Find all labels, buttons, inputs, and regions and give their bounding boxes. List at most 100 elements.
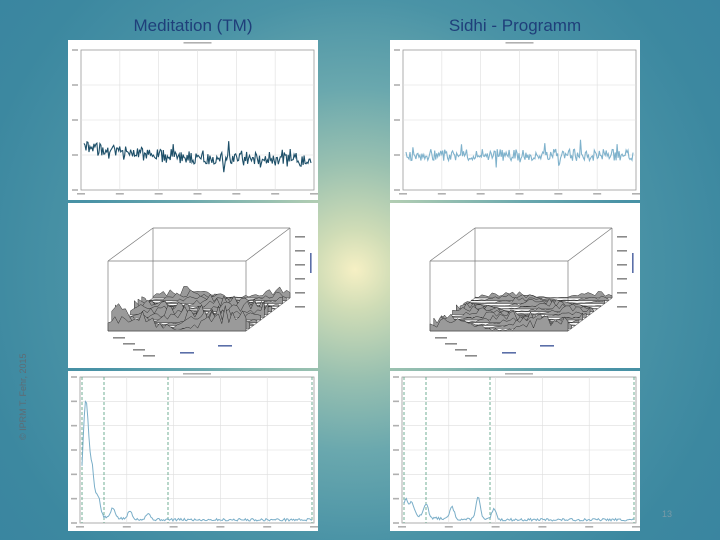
tick-label-mark <box>476 193 485 195</box>
tick-label-mark <box>295 236 305 238</box>
tick-label-mark <box>271 193 280 195</box>
surface-ridge <box>429 315 569 332</box>
tick-label-mark <box>491 526 500 528</box>
axis-label-mark <box>632 253 634 273</box>
page-number: 13 <box>662 509 673 519</box>
tick-label-mark <box>295 278 305 280</box>
tick-label-mark <box>295 306 305 308</box>
right-time-series-plot <box>394 42 640 195</box>
right-power-spectrum-panel <box>390 371 640 531</box>
tick-label-mark <box>394 154 400 156</box>
tick-label-mark <box>398 526 406 528</box>
tick-label-mark <box>72 154 78 156</box>
tick-label-mark <box>72 49 78 51</box>
tick-label-mark <box>617 236 627 238</box>
tick-label-mark <box>617 264 627 266</box>
tick-label-mark <box>71 497 77 500</box>
tick-label-mark <box>393 497 399 500</box>
right-power-spectrum-plot <box>393 373 640 528</box>
surface-ridge <box>145 293 283 304</box>
box-edge <box>429 227 476 262</box>
tick-label-mark <box>295 292 305 294</box>
spectrum-line <box>81 400 313 523</box>
spectrum-line <box>403 496 635 522</box>
tick-label-mark <box>122 526 131 528</box>
plot-title-mark <box>183 42 212 44</box>
tick-label-mark <box>538 526 547 528</box>
tick-label-mark <box>394 119 400 121</box>
right-title: Sidhi - Programm <box>448 16 582 35</box>
tick-label-mark <box>393 522 399 524</box>
tick-label-mark <box>263 526 272 528</box>
tick-label-mark <box>295 264 305 266</box>
tick-label-mark <box>310 526 318 528</box>
tick-label-mark <box>193 193 202 195</box>
tick-label-mark <box>435 337 447 339</box>
tick-label-mark <box>593 193 602 195</box>
tick-label-mark <box>71 424 77 427</box>
tick-label-mark <box>71 376 77 378</box>
left-time-series-panel <box>68 40 318 200</box>
axis-label-mark <box>502 352 516 354</box>
tick-label-mark <box>393 376 399 378</box>
copyright-text: © IPRM T. Fehr, 2015 <box>18 353 28 440</box>
tick-label-mark <box>394 189 400 191</box>
right-time-series-panel <box>390 40 640 200</box>
tick-label-mark <box>394 84 400 86</box>
surface-ridge <box>448 307 587 318</box>
tick-label-mark <box>169 526 178 528</box>
tick-label-mark <box>444 526 453 528</box>
box-edge <box>567 227 613 262</box>
time-series-line <box>83 140 312 173</box>
tick-label-mark <box>393 400 399 403</box>
left-title: Meditation (TM) <box>133 16 253 35</box>
tick-label-mark <box>115 193 124 195</box>
left-power-spectrum-panel <box>68 371 318 531</box>
tick-label-mark <box>71 473 77 476</box>
left-3d-spectrum-panel <box>68 203 318 368</box>
tick-label-mark <box>71 400 77 403</box>
right-3d-spectrum-plot <box>429 227 634 357</box>
left-power-spectrum-plot <box>71 373 318 528</box>
plot-title-mark <box>505 373 533 375</box>
right-3d-spectrum-panel <box>390 203 640 368</box>
surface-ridge <box>107 305 247 332</box>
axis-label-mark <box>310 253 312 273</box>
box-edge <box>107 227 154 262</box>
tick-label-mark <box>72 119 78 121</box>
tick-label-mark <box>77 193 85 195</box>
left-time-series-plot <box>72 42 318 195</box>
tick-label-mark <box>232 193 241 195</box>
surface-ridge <box>471 294 609 302</box>
tick-label-mark <box>393 424 399 427</box>
box-edge <box>245 227 291 262</box>
tick-label-mark <box>394 49 400 51</box>
tick-label-mark <box>632 193 640 195</box>
tick-label-mark <box>399 193 407 195</box>
tick-label-mark <box>72 84 78 86</box>
tick-label-mark <box>71 449 77 451</box>
tick-label-mark <box>554 193 563 195</box>
tick-label-mark <box>143 355 155 357</box>
axis-label-mark <box>218 345 232 347</box>
tick-label-mark <box>393 449 399 451</box>
tick-label-mark <box>455 349 467 351</box>
tick-label-mark <box>71 522 77 524</box>
surface-ridge <box>467 296 605 304</box>
axis-label-mark <box>180 352 194 354</box>
tick-label-mark <box>72 189 78 191</box>
tick-label-mark <box>76 526 84 528</box>
tick-label-mark <box>154 193 163 195</box>
tick-label-mark <box>445 343 457 345</box>
tick-label-mark <box>295 250 305 252</box>
tick-label-mark <box>123 343 135 345</box>
plot-title-mark <box>183 373 211 375</box>
tick-label-mark <box>632 526 640 528</box>
tick-label-mark <box>585 526 594 528</box>
tick-label-mark <box>617 250 627 252</box>
tick-label-mark <box>437 193 446 195</box>
tick-label-mark <box>310 193 318 195</box>
tick-label-mark <box>216 526 225 528</box>
tick-label-mark <box>617 306 627 308</box>
tick-label-mark <box>515 193 524 195</box>
